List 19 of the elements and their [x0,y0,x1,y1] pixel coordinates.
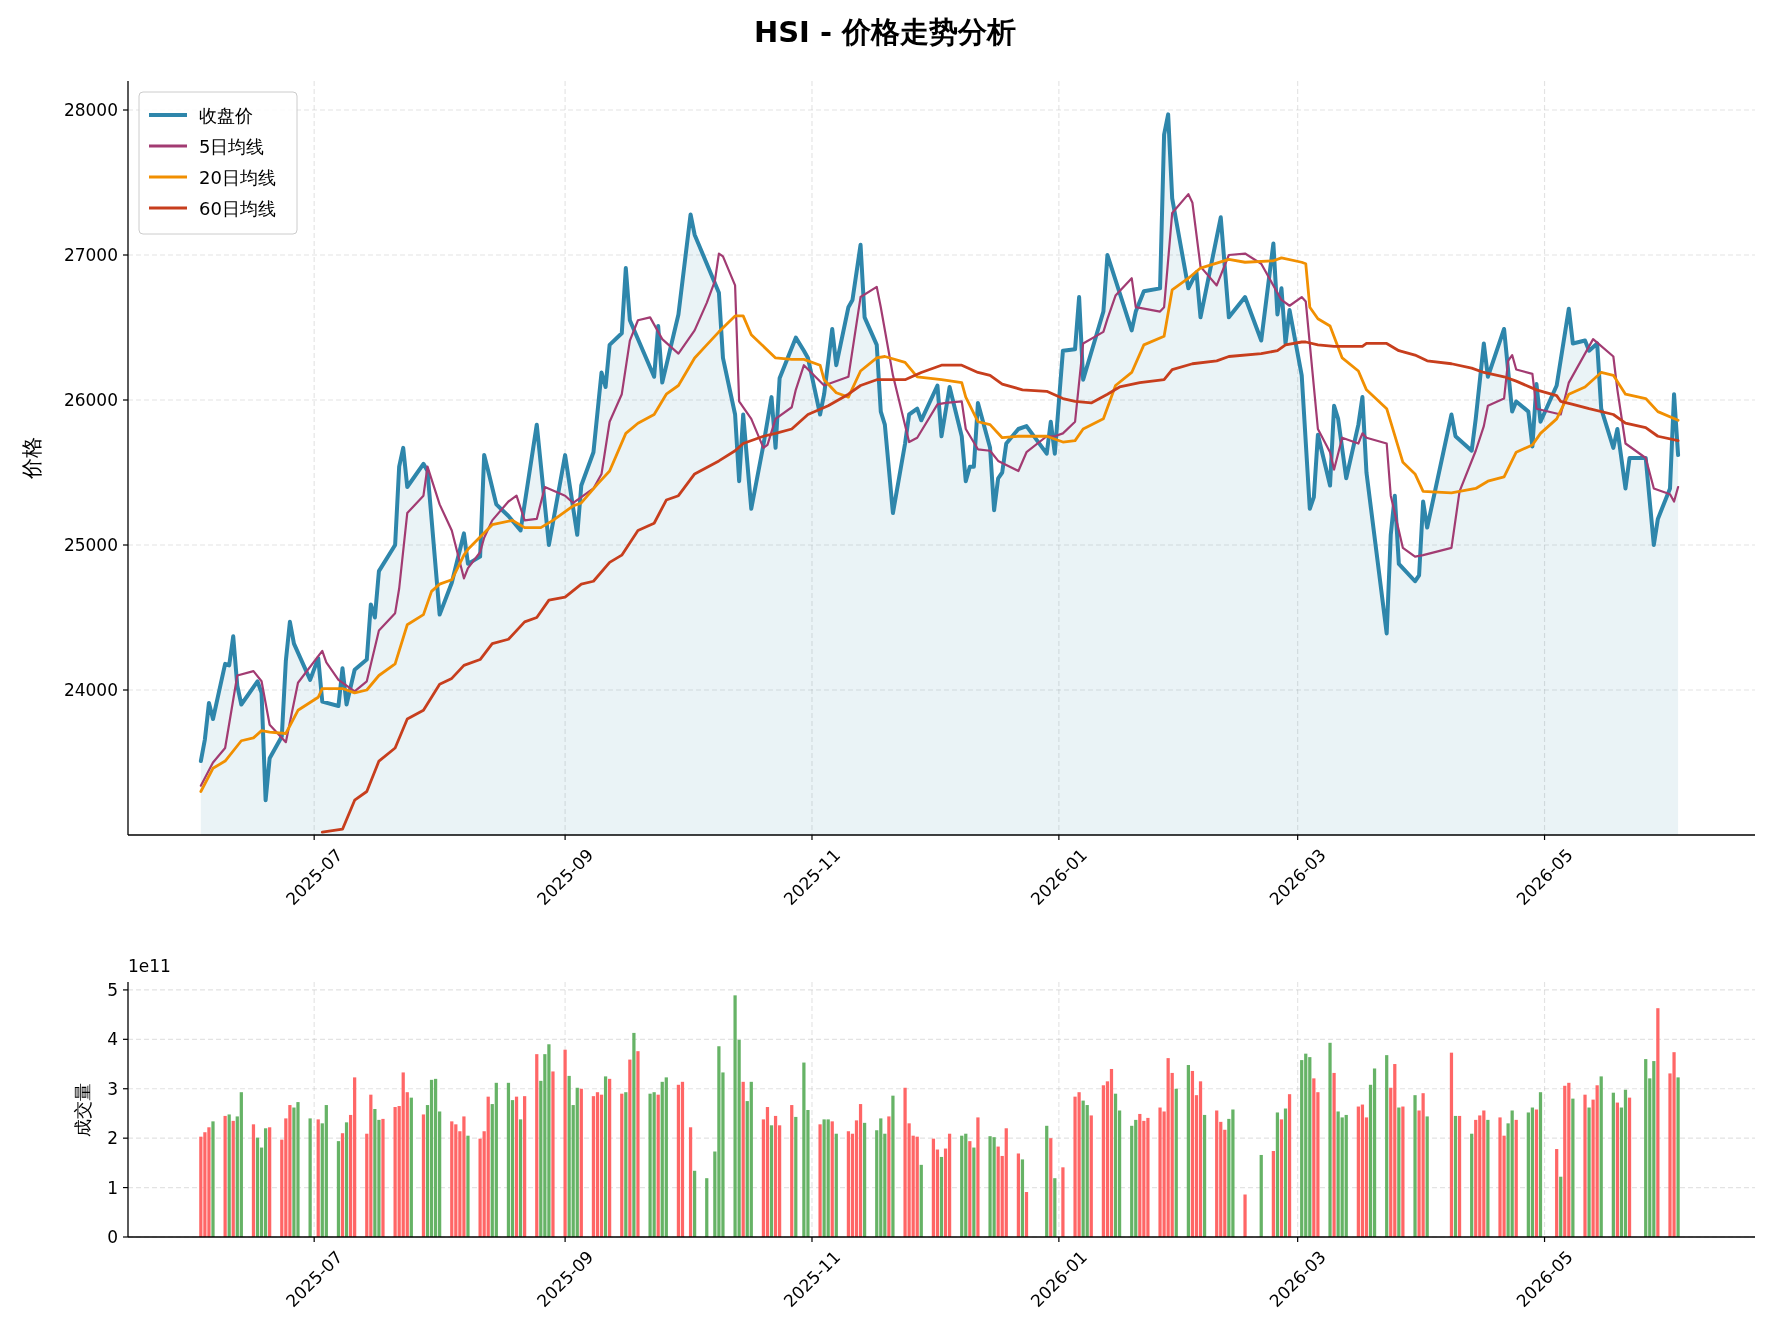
y-tick-label: 26000 [63,390,118,410]
legend-label: 5日均线 [199,135,265,157]
y-tick-label: 0 [107,1227,118,1247]
y-tick-label: 24000 [63,680,118,700]
legend-label: 20日均线 [199,166,276,188]
chart-title: HSI - 价格走势分析 [753,15,1017,49]
y-tick-label: 3 [107,1078,118,1099]
y-tick-label: 28000 [63,100,118,120]
y-axis-title: 价格 [20,437,44,480]
text: 1e11 [128,956,171,976]
y-tick-label: 1 [107,1177,118,1198]
legend-label: 60日均线 [199,197,276,219]
y-tick-label: 4 [107,1029,118,1050]
y-tick-label: 25000 [63,535,118,555]
legend-label: 收盘价 [199,104,253,126]
y-tick-label: 27000 [63,245,118,265]
y-tick-label: 5 [107,979,118,1000]
y-axis-title: 成交量 [71,1082,93,1137]
y-tick-label: 2 [107,1128,118,1149]
